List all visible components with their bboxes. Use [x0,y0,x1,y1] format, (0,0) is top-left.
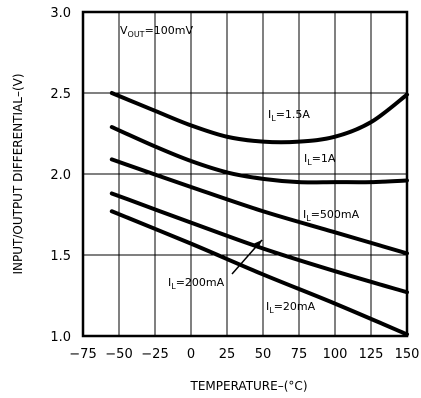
series-label-1-5a: IL=1.5A [268,108,310,123]
grid-layer [83,12,407,336]
annotation-suffix: =100mV [145,24,194,37]
tick-labels: 1.0 1.5 2.0 2.5 3.0 −75 −50 −25 0 25 50 75 100 125 150 [50,6,419,362]
series-line-1-5a [109,91,409,145]
series-label-500ma: IL=500mA [303,208,360,223]
plot-frame [81,10,409,338]
x-tick-label: 125 [359,347,384,362]
series-line-200ma [109,191,409,295]
x-tick-label: 75 [291,347,308,362]
y-tick-label: 2.0 [50,168,71,183]
series-line-1a [109,125,409,185]
y-tick-label: 1.5 [50,249,71,264]
annotation-prefix: V [120,24,128,37]
x-axis-label-unit: °C [288,379,302,393]
y-tick-label: 1.0 [50,330,71,345]
x-axis-label-close: ) [303,379,308,393]
x-axis-label-main: TEMPERATURE–( [189,379,288,393]
y-tick-label: 3.0 [50,6,71,21]
x-tick-label: 100 [323,347,348,362]
x-tick-label: 150 [395,347,420,362]
series-line-20ma [109,209,409,337]
x-tick-label: −25 [141,347,168,362]
leader-lines [231,239,263,275]
series-layer [109,91,409,337]
series-label-200ma: IL=200mA [168,276,225,291]
y-axis-label: INPUT/OUTPUT DIFFERENTIAL–(V) [11,73,25,274]
leader-arrowhead-200ma [253,240,262,249]
x-axis-label: TEMPERATURE–(°C) [189,379,307,393]
x-tick-label: −75 [69,347,96,362]
series-labels: IL=1.5A IL=1A IL=500mA IL=200mA IL=20mA [168,108,360,315]
x-tick-label: 25 [219,347,236,362]
x-tick-label: 0 [187,347,195,362]
x-tick-label: 50 [255,347,272,362]
series-label-1a: IL=1A [304,152,336,167]
y-tick-label: 2.5 [50,87,71,102]
x-tick-label: −50 [105,347,132,362]
series-line-500ma [109,157,409,256]
series-label-20ma: IL=20mA [266,300,316,315]
vout-annotation: VOUT=100mV [120,24,194,39]
annotation-subscript: OUT [128,30,145,39]
